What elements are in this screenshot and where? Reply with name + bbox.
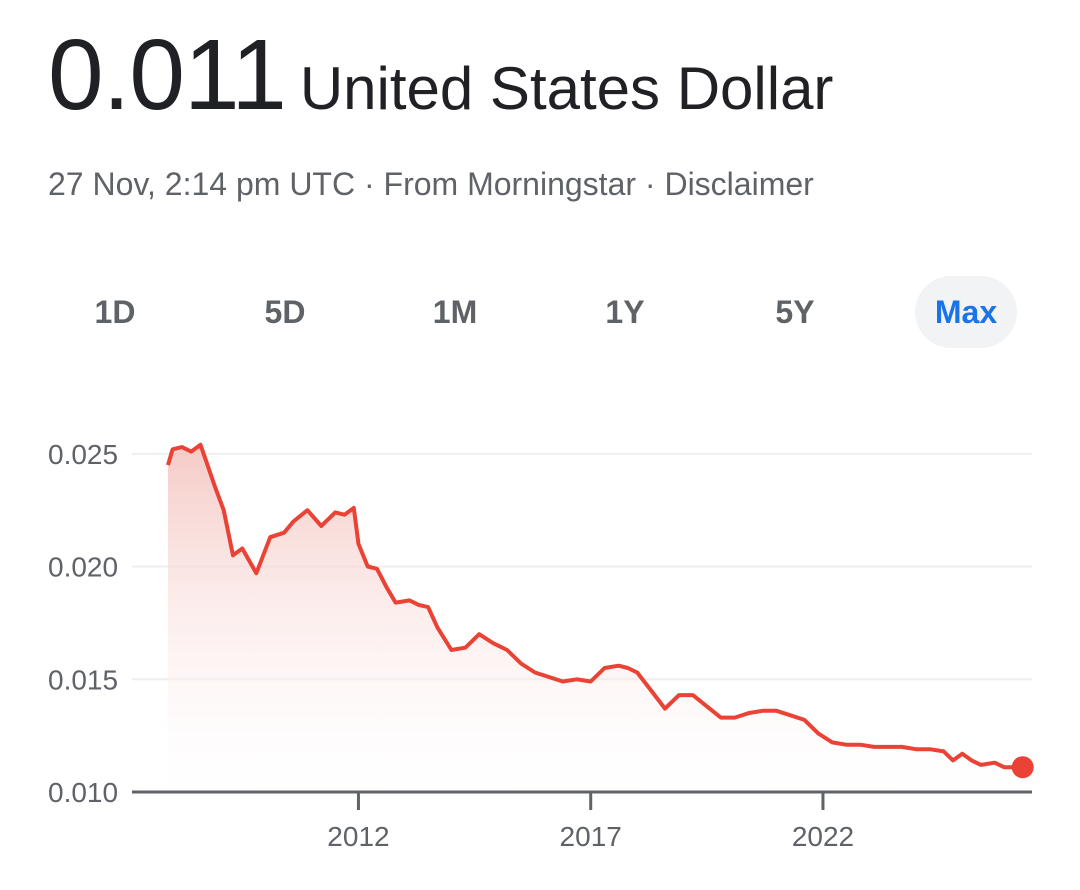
tab-1m[interactable]: 1M	[432, 294, 478, 330]
separator-dot: ·	[363, 166, 375, 202]
price-header: 0.011 United States Dollar	[48, 18, 833, 133]
tab-5d[interactable]: 5D	[264, 294, 306, 330]
exchange-rate-value: 0.011	[48, 19, 287, 131]
y-tick-label: 0.025	[48, 439, 118, 470]
time-range-tabs: 1D 5D 1M 1Y 5Y Max	[70, 276, 1030, 348]
tab-1d[interactable]: 1D	[94, 294, 136, 330]
tab-5y[interactable]: 5Y	[775, 294, 815, 330]
y-axis-labels: 0.010 0.015 0.020 0.025	[48, 439, 118, 808]
timestamp: 27 Nov, 2:14 pm UTC	[48, 166, 356, 202]
y-tick-label: 0.015	[48, 664, 118, 695]
x-tick-label: 2022	[792, 821, 854, 852]
quote-info-line: 27 Nov, 2:14 pm UTC · From Morningstar ·…	[48, 166, 814, 203]
y-tick-label: 0.010	[48, 777, 118, 808]
disclaimer-link[interactable]: Disclaimer	[664, 166, 814, 202]
y-tick-label: 0.020	[48, 552, 118, 583]
price-area-fill	[168, 444, 1023, 792]
currency-name: United States Dollar	[299, 55, 834, 122]
x-tick-label: 2012	[327, 821, 389, 852]
tab-1y[interactable]: 1Y	[605, 294, 645, 330]
current-value-dot[interactable]	[1011, 756, 1034, 779]
x-axis: 2012 2017 2022	[132, 790, 1032, 852]
price-chart[interactable]: 0.010 0.015 0.020 0.025 2012 2017 2022	[0, 400, 1080, 870]
tab-max[interactable]: Max	[915, 276, 1017, 348]
price-line	[166, 442, 1023, 770]
separator-dot: ·	[644, 166, 656, 202]
source-label: From Morningstar	[383, 166, 637, 202]
x-tick-label: 2017	[560, 821, 622, 852]
